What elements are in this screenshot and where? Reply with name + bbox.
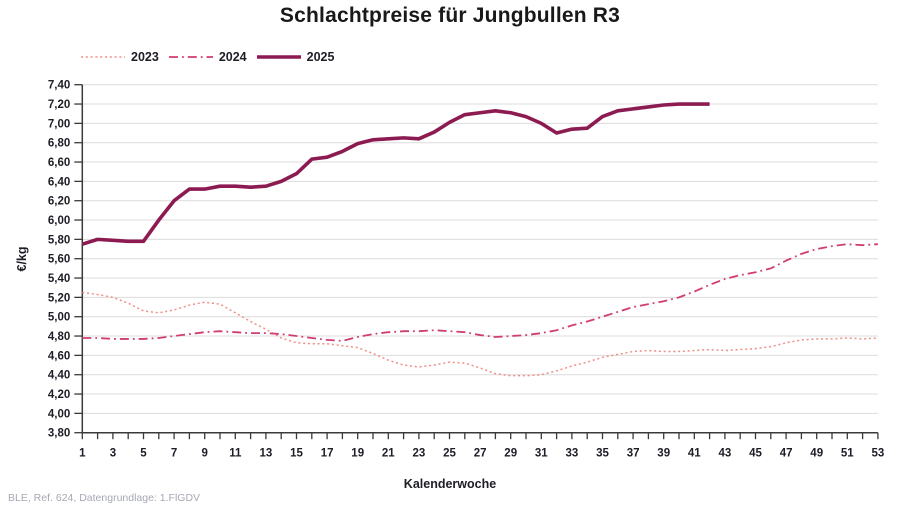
legend-line-2025-icon [256, 55, 301, 59]
x-tick-label: 29 [504, 448, 517, 460]
y-tick-label: 7,00 [48, 118, 70, 130]
x-tick-label: 33 [566, 448, 579, 460]
x-tick-label: 41 [688, 448, 701, 460]
x-tick-label: 47 [780, 448, 793, 460]
y-tick-label: 5,80 [48, 234, 70, 246]
y-tick-label: 6,40 [48, 176, 70, 188]
x-tick-label: 3 [110, 448, 116, 460]
x-tick-label: 51 [841, 448, 854, 460]
y-tick-label: 4,40 [48, 370, 70, 382]
y-tick-label: 7,40 [48, 80, 70, 92]
page-title: Schlachtpreise für Jungbullen R3 [279, 4, 621, 27]
y-tick-label: 5,40 [48, 273, 70, 285]
y-tick-label: 6,80 [48, 138, 70, 150]
x-tick-label: 21 [382, 448, 395, 460]
y-tick-label: 7,20 [48, 99, 70, 111]
legend-item-2025: 2025 [256, 50, 335, 64]
x-tick-label: 23 [413, 448, 426, 460]
x-tick-label: 13 [260, 448, 273, 460]
x-tick-label: 27 [474, 448, 487, 460]
y-tick-label: 4,00 [48, 408, 70, 420]
x-tick-label: 49 [810, 448, 823, 460]
x-tick-label: 35 [596, 448, 609, 460]
x-tick-label: 37 [627, 448, 640, 460]
x-tick-label: 43 [719, 448, 732, 460]
x-tick-label: 5 [140, 448, 147, 460]
source-note: BLE, Ref. 624, Datengrundlage: 1.FlGDV [8, 492, 201, 504]
y-tick-label: 5,60 [48, 254, 70, 266]
legend-item-2023: 2023 [80, 50, 159, 64]
x-tick-label: 17 [321, 448, 334, 460]
x-tick-label: 19 [351, 448, 364, 460]
x-tick-label: 1 [79, 448, 86, 460]
legend-label-2024: 2024 [218, 50, 247, 64]
axis-lines [81, 84, 878, 434]
series-line-2025 [81, 102, 710, 246]
series-line-2023 [82, 291, 878, 377]
x-tick-label: 25 [443, 448, 456, 460]
y-tick-label: 4,80 [48, 331, 70, 343]
y-tick-label: 4,20 [48, 389, 70, 401]
y-tick-label: 6,00 [48, 215, 70, 227]
x-tick-label: 15 [290, 448, 303, 460]
x-tick-label: 31 [535, 448, 548, 460]
x-tick-label: 53 [872, 448, 885, 460]
y-tick-label: 6,20 [48, 196, 70, 208]
x-axis-title: Kalenderwoche [403, 477, 497, 491]
y-axis-title: €/kg [15, 246, 29, 272]
series-line-2024 [82, 243, 878, 342]
legend-line-2024-icon [168, 56, 213, 58]
y-tick-label: 4,60 [48, 350, 70, 362]
y-tick-label: 6,60 [48, 157, 70, 169]
x-tick-label: 45 [749, 448, 762, 460]
y-tick-label: 3,80 [48, 428, 70, 440]
y-tick-label: 5,00 [48, 312, 70, 324]
x-tick-label: 7 [171, 448, 177, 460]
legend-label-2023: 2023 [131, 50, 159, 64]
x-tick-label: 9 [201, 448, 207, 460]
chart-legend: 2023 2024 2025 [80, 50, 338, 64]
x-tick-label: 39 [657, 448, 670, 460]
x-tick-label: 11 [229, 448, 242, 460]
legend-label-2025: 2025 [306, 50, 335, 64]
y-tick-label: 5,20 [48, 292, 70, 304]
legend-item-2024: 2024 [168, 50, 247, 64]
